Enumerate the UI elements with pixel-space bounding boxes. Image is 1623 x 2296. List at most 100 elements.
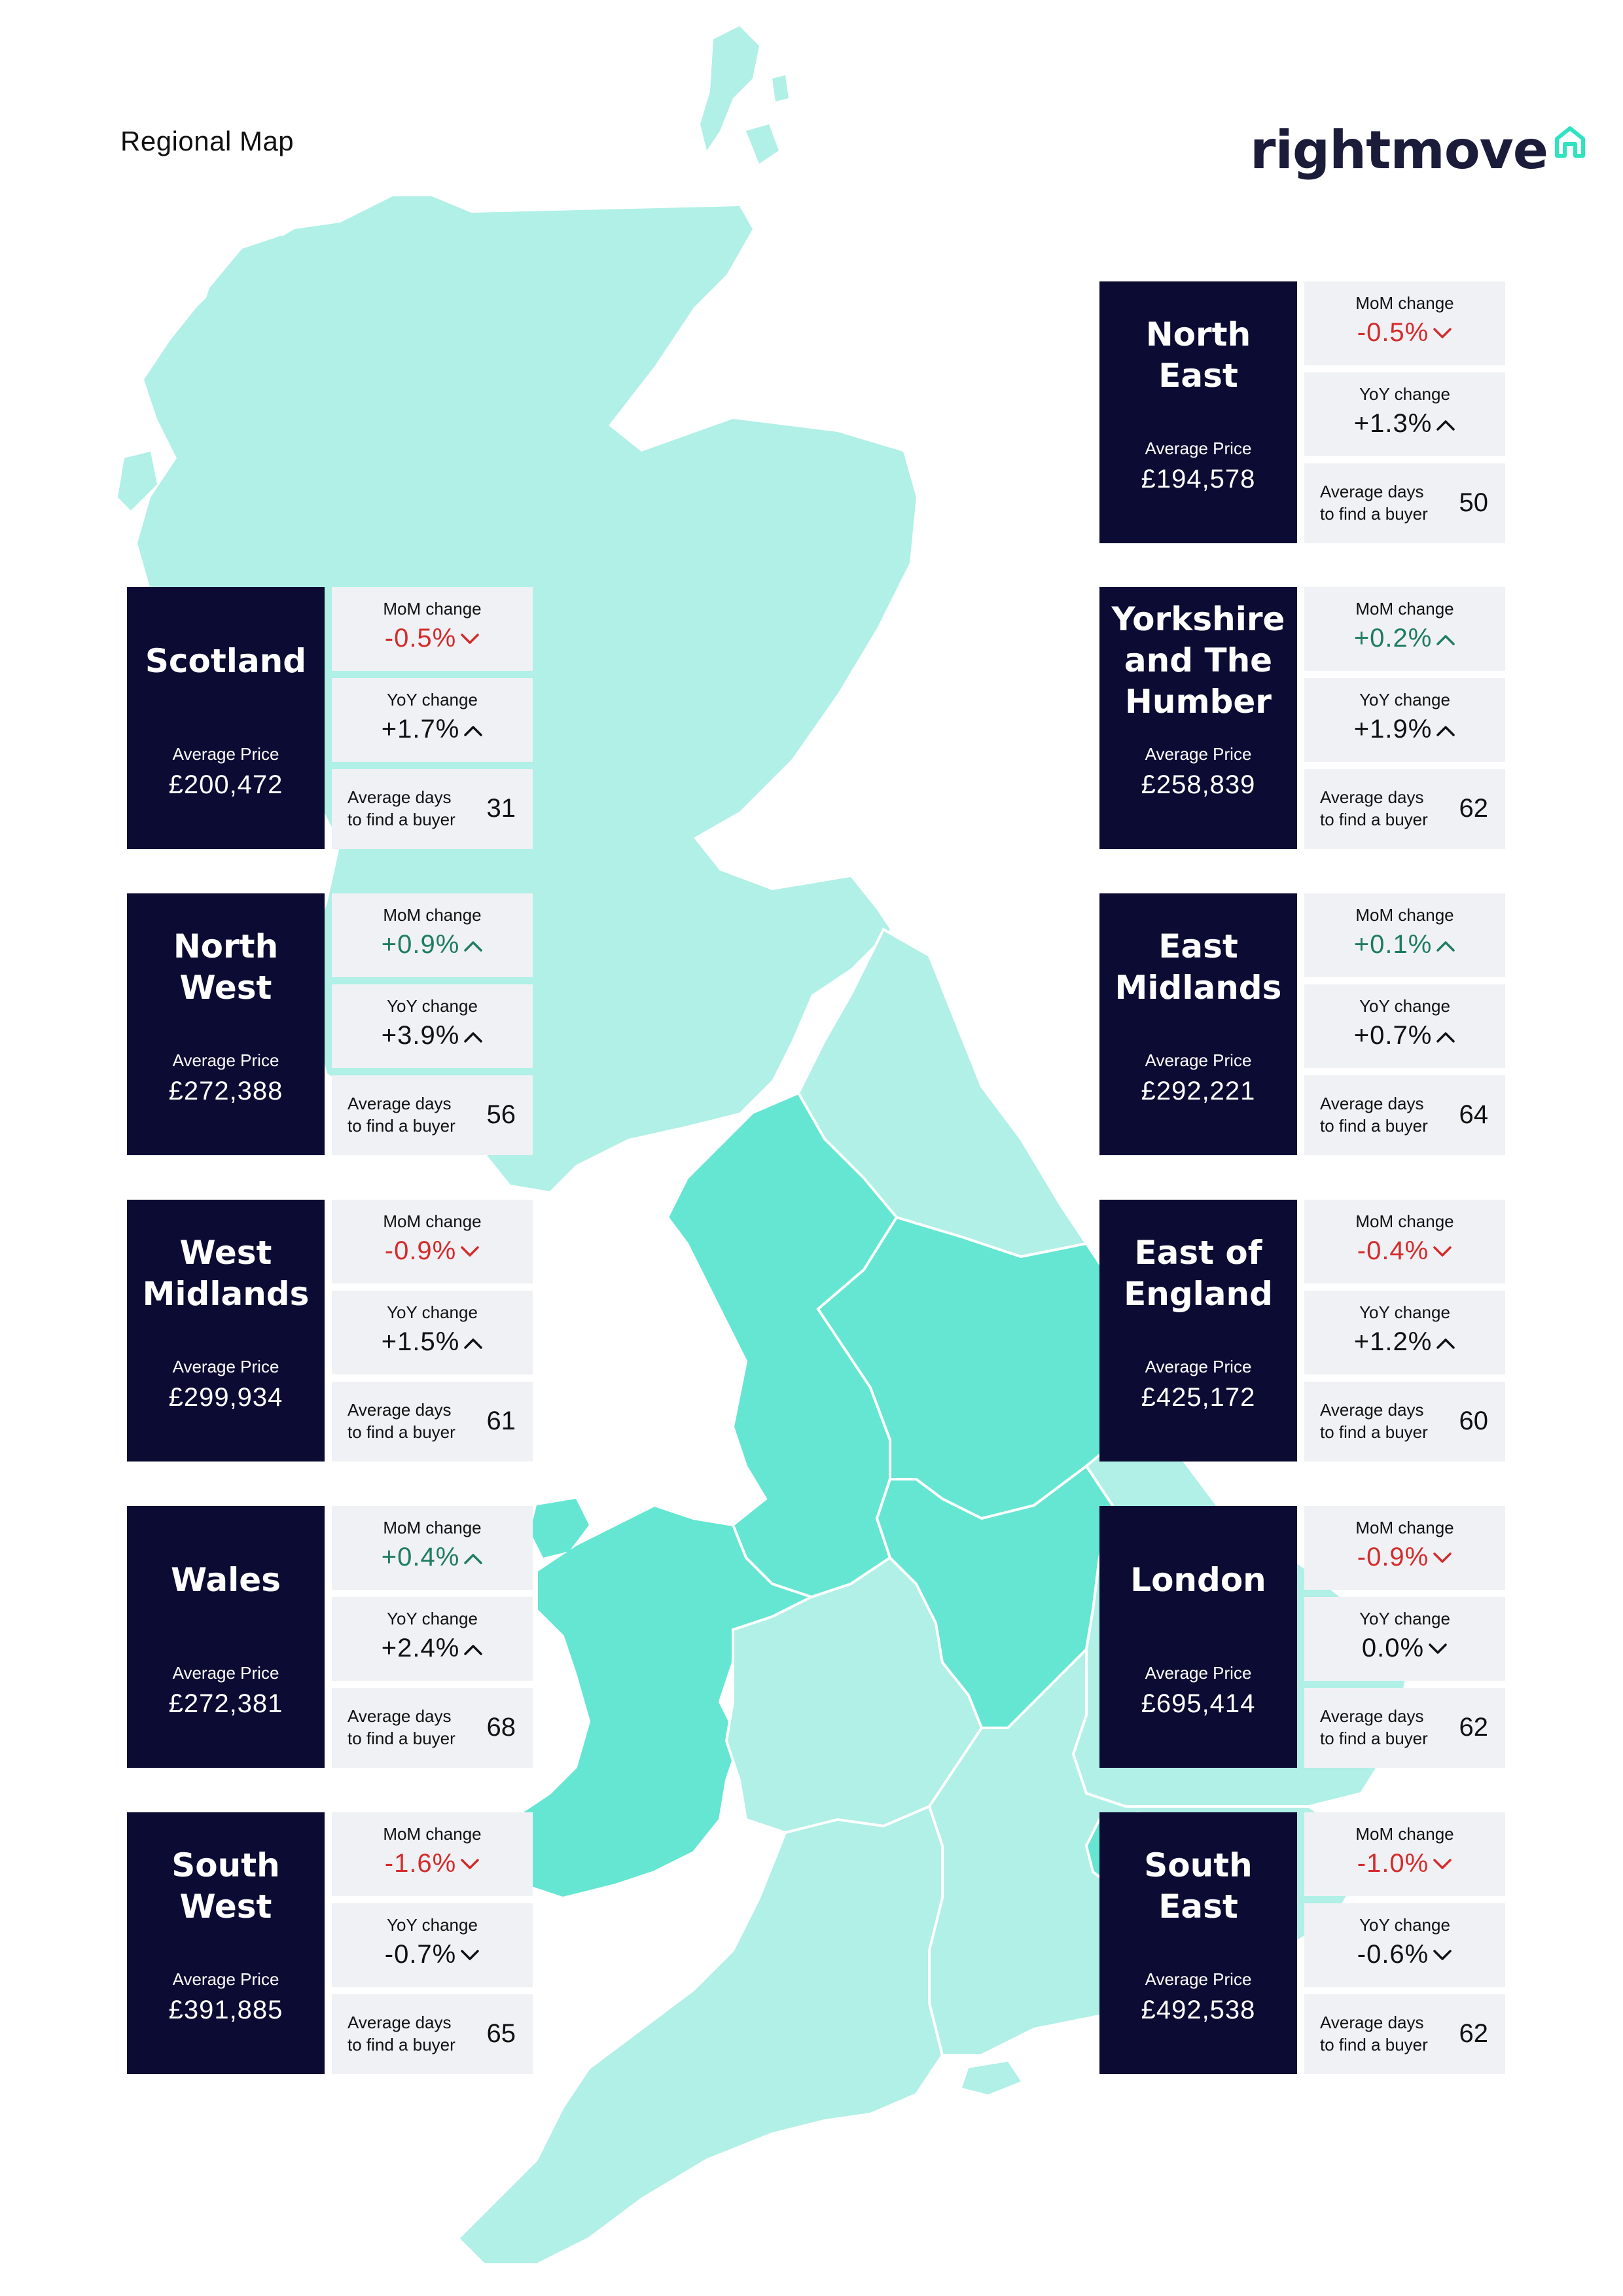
chevron-up-icon — [464, 1645, 483, 1656]
average-price-label: Average Price — [172, 1969, 279, 1989]
region-card-east-midlands[interactable]: East Midlands Average Price £292,221 MoM cha… — [1099, 893, 1505, 1155]
yoy-change-label: YoY change — [387, 996, 478, 1016]
days-to-sell-label: Average days to find a buyer — [1320, 1399, 1428, 1443]
mom-change-label: MoM change — [383, 1518, 482, 1537]
yoy-change-label: YoY change — [387, 690, 478, 709]
region-name-line: West — [179, 969, 272, 1007]
days-to-sell-value: 62 — [1459, 2019, 1489, 2048]
days-label-line2: to find a buyer — [348, 1422, 455, 1442]
mom-change-label: MoM change — [1355, 1824, 1454, 1844]
yoy-change-value: +3.9% — [332, 1021, 533, 1050]
average-price-label: Average Price — [1145, 1663, 1252, 1683]
yoy-change-text: +1.7% — [381, 715, 460, 744]
chevron-down-icon — [1433, 1552, 1452, 1564]
page-title: Regional Map — [120, 126, 294, 156]
days-to-sell-value: 68 — [486, 1713, 516, 1742]
days-label-line1: Average days — [1320, 787, 1424, 807]
house-icon — [1555, 126, 1586, 158]
chevron-down-icon — [1429, 1643, 1447, 1655]
average-price-value: £194,578 — [1141, 465, 1256, 493]
region-name-box: Yorkshire and The Humber Average Price £258,… — [1099, 587, 1297, 849]
mom-change-value: -0.5% — [332, 624, 533, 653]
days-label-line2: to find a buyer — [1320, 1116, 1428, 1136]
region-name-line: Midlands — [1115, 969, 1282, 1007]
average-price-label: Average Price — [172, 1050, 279, 1070]
days-to-sell-box: Average days to find a buyer 60 — [1304, 1382, 1505, 1462]
region-name-line: Yorkshire — [1111, 600, 1285, 638]
region-card-yorkshire[interactable]: Yorkshire and The Humber Average Price £258,… — [1099, 587, 1505, 849]
days-label-line2: to find a buyer — [1320, 1422, 1428, 1442]
mom-change-box: MoM change -0.9% — [332, 1200, 533, 1283]
days-label-line2: to find a buyer — [348, 810, 455, 829]
yoy-change-text: +1.9% — [1353, 715, 1433, 744]
yoy-change-value: -0.6% — [1304, 1940, 1505, 1969]
days-to-sell-label: Average days to find a buyer — [1320, 1092, 1428, 1137]
yoy-change-value: +1.7% — [332, 715, 533, 744]
yoy-change-value: +1.3% — [1304, 409, 1505, 439]
yoy-change-box: YoY change +1.5% — [332, 1291, 533, 1374]
days-to-sell-box: Average days to find a buyer 65 — [332, 1994, 533, 2074]
region-card-scotland[interactable]: Scotland Average Price £200,472 MoM change -… — [127, 587, 533, 849]
region-card-wales[interactable]: Wales Average Price £272,381 MoM change +0.4… — [127, 1506, 533, 1768]
region-card-north-east[interactable]: North East Average Price £194,578 MoM change… — [1099, 281, 1505, 543]
yoy-change-box: YoY change +3.9% — [332, 984, 533, 1068]
yoy-change-label: YoY change — [387, 1915, 478, 1935]
days-to-sell-box: Average days to find a buyer 68 — [332, 1688, 533, 1768]
chevron-up-icon — [464, 1554, 483, 1565]
average-price-value: £272,388 — [168, 1077, 283, 1105]
region-name-line: Scotland — [145, 642, 307, 680]
region-card-south-west[interactable]: South West Average Price £391,885 MoM change… — [127, 1812, 533, 2074]
yoy-change-text: -0.7% — [384, 1940, 457, 1969]
average-price-value: £299,934 — [168, 1383, 283, 1412]
yoy-change-box: YoY change +1.3% — [1304, 372, 1505, 456]
mom-change-label: MoM change — [1355, 1518, 1454, 1537]
days-to-sell-label: Average days to find a buyer — [348, 1092, 455, 1137]
yoy-change-box: YoY change +2.4% — [332, 1597, 533, 1681]
region-card-east-of-england[interactable]: East of England Average Price £425,172 MoM c… — [1099, 1200, 1505, 1462]
map-isle-of-wight — [962, 2062, 1021, 2094]
region-name-line: Humber — [1125, 683, 1272, 721]
mom-change-value: +0.4% — [332, 1543, 533, 1572]
mom-change-value: -1.0% — [1304, 1849, 1505, 1878]
yoy-change-label: YoY change — [1359, 1609, 1450, 1628]
yoy-change-label: YoY change — [1359, 384, 1450, 404]
region-name-line: London — [1130, 1561, 1266, 1599]
region-card-london[interactable]: London Average Price £695,414 MoM change -0.… — [1099, 1506, 1505, 1768]
region-name-box: Scotland Average Price £200,472 — [127, 587, 325, 849]
northern-isles — [700, 26, 789, 164]
region-name-box: North East Average Price £194,578 — [1099, 281, 1297, 543]
average-price-value: £425,172 — [1141, 1383, 1256, 1412]
mom-change-box: MoM change +0.4% — [332, 1506, 533, 1590]
mom-change-label: MoM change — [383, 599, 482, 619]
days-to-sell-box: Average days to find a buyer 56 — [332, 1075, 533, 1155]
region-card-south-east[interactable]: South East Average Price £492,538 MoM change… — [1099, 1812, 1505, 2074]
yoy-change-value: -0.7% — [332, 1940, 533, 1969]
chevron-down-icon — [1433, 1246, 1452, 1257]
mom-change-text: +0.1% — [1353, 930, 1433, 959]
chevron-up-icon — [464, 1338, 483, 1350]
yoy-change-label: YoY change — [387, 1609, 478, 1628]
mom-change-value: -0.4% — [1304, 1236, 1505, 1266]
western-isles — [118, 236, 308, 589]
region-card-west-midlands[interactable]: West Midlands Average Price £299,934 MoM cha… — [127, 1200, 533, 1462]
region-name-box: London Average Price £695,414 — [1099, 1506, 1297, 1768]
mom-change-box: MoM change +0.2% — [1304, 587, 1505, 671]
region-card-north-west[interactable]: North West Average Price £272,388 MoM change… — [127, 893, 533, 1155]
yoy-change-label: YoY change — [387, 1302, 478, 1322]
region-name-line: South — [171, 1846, 280, 1884]
region-name-line: Wales — [171, 1561, 281, 1599]
average-price-label: Average Price — [1145, 1050, 1252, 1070]
yoy-change-text: +1.5% — [381, 1327, 460, 1356]
chevron-down-icon — [461, 1950, 479, 1961]
mom-change-box: MoM change +0.1% — [1304, 893, 1505, 977]
mom-change-text: +0.9% — [381, 930, 460, 959]
region-name-line: West — [179, 1888, 272, 1926]
days-to-sell-box: Average days to find a buyer 64 — [1304, 1075, 1505, 1155]
average-price-value: £258,839 — [1141, 770, 1256, 799]
yoy-change-label: YoY change — [1359, 996, 1450, 1016]
days-to-sell-value: 61 — [486, 1407, 516, 1435]
mom-change-text: -1.0% — [1357, 1849, 1429, 1878]
region-name-line: South — [1144, 1846, 1253, 1884]
rightmove-logo[interactable]: rightmove — [1250, 124, 1590, 177]
average-price-value: £492,538 — [1141, 1996, 1256, 2024]
